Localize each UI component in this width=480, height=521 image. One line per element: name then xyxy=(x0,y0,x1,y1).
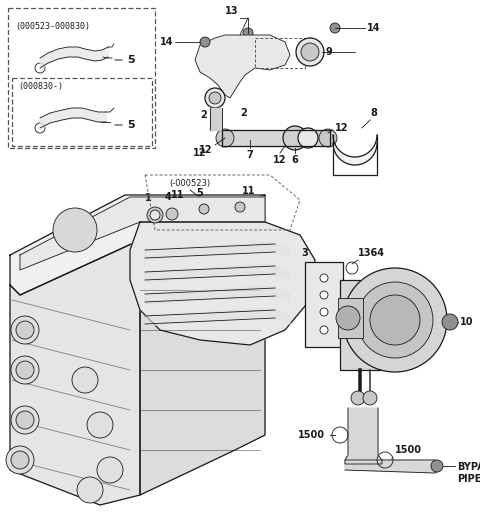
Bar xyxy=(305,262,343,347)
Text: 14: 14 xyxy=(159,37,173,47)
Circle shape xyxy=(296,38,324,66)
Text: 8: 8 xyxy=(370,108,377,118)
Circle shape xyxy=(320,326,328,334)
Text: 2: 2 xyxy=(240,108,247,118)
Circle shape xyxy=(286,129,304,147)
Circle shape xyxy=(320,308,328,316)
Circle shape xyxy=(16,411,34,429)
Circle shape xyxy=(11,451,29,469)
Text: 1364: 1364 xyxy=(358,248,385,258)
Circle shape xyxy=(320,291,328,299)
Circle shape xyxy=(147,207,163,223)
Circle shape xyxy=(431,460,443,472)
Polygon shape xyxy=(145,264,290,282)
Bar xyxy=(340,280,395,370)
Circle shape xyxy=(200,37,210,47)
Circle shape xyxy=(166,208,178,220)
Circle shape xyxy=(16,321,34,339)
Circle shape xyxy=(77,477,103,503)
Text: 10: 10 xyxy=(460,317,473,327)
Text: 5: 5 xyxy=(127,120,134,130)
Bar xyxy=(255,38,305,68)
Text: 11: 11 xyxy=(242,186,255,196)
Text: (-000523): (-000523) xyxy=(169,179,211,188)
Text: 4: 4 xyxy=(165,192,171,202)
Circle shape xyxy=(330,23,340,33)
Circle shape xyxy=(343,268,447,372)
Polygon shape xyxy=(140,195,265,495)
Circle shape xyxy=(150,210,160,220)
Polygon shape xyxy=(145,242,290,260)
Circle shape xyxy=(357,282,433,358)
Polygon shape xyxy=(345,460,440,473)
Polygon shape xyxy=(333,135,377,165)
Circle shape xyxy=(199,204,209,214)
Circle shape xyxy=(53,208,97,252)
Bar xyxy=(338,298,363,338)
Text: 12: 12 xyxy=(193,148,207,158)
Text: 1500: 1500 xyxy=(395,445,422,455)
Bar xyxy=(8,8,155,148)
Polygon shape xyxy=(345,408,382,464)
Text: 5: 5 xyxy=(127,55,134,65)
Text: 11: 11 xyxy=(171,190,185,200)
Text: 2: 2 xyxy=(201,110,207,120)
Text: 12: 12 xyxy=(273,155,287,165)
Text: 12: 12 xyxy=(335,123,348,133)
Polygon shape xyxy=(130,222,315,345)
Circle shape xyxy=(363,391,377,405)
Circle shape xyxy=(243,28,253,38)
Polygon shape xyxy=(10,195,265,295)
Circle shape xyxy=(442,314,458,330)
Text: 1500: 1500 xyxy=(298,430,325,440)
Text: 9: 9 xyxy=(326,47,333,57)
Circle shape xyxy=(370,295,420,345)
Text: 6: 6 xyxy=(292,155,299,165)
Circle shape xyxy=(216,129,234,147)
Circle shape xyxy=(97,457,123,483)
Bar xyxy=(12,78,152,146)
Text: (000523-000830): (000523-000830) xyxy=(15,22,90,31)
Circle shape xyxy=(11,406,39,434)
Circle shape xyxy=(205,88,225,108)
Text: 1: 1 xyxy=(144,193,151,203)
Circle shape xyxy=(11,356,39,384)
Circle shape xyxy=(298,128,318,148)
Circle shape xyxy=(209,92,221,104)
Circle shape xyxy=(336,306,360,330)
Text: 13: 13 xyxy=(225,6,238,16)
Text: BYPASS
PIPE: BYPASS PIPE xyxy=(457,462,480,483)
Circle shape xyxy=(11,316,39,344)
Circle shape xyxy=(351,391,365,405)
Polygon shape xyxy=(145,286,290,304)
Circle shape xyxy=(319,129,337,147)
Polygon shape xyxy=(20,197,265,270)
Circle shape xyxy=(72,367,98,393)
Circle shape xyxy=(6,446,34,474)
Text: (000830-): (000830-) xyxy=(18,82,63,91)
Circle shape xyxy=(301,43,319,61)
Circle shape xyxy=(320,274,328,282)
Polygon shape xyxy=(195,35,290,98)
Circle shape xyxy=(283,126,307,150)
Circle shape xyxy=(235,202,245,212)
Polygon shape xyxy=(145,308,290,326)
Polygon shape xyxy=(10,240,140,505)
Text: 5: 5 xyxy=(197,188,204,198)
Text: 7: 7 xyxy=(247,150,253,160)
Text: 3: 3 xyxy=(301,248,308,258)
Circle shape xyxy=(16,361,34,379)
Circle shape xyxy=(87,412,113,438)
Text: 14: 14 xyxy=(367,23,381,33)
Text: 12: 12 xyxy=(199,145,213,155)
